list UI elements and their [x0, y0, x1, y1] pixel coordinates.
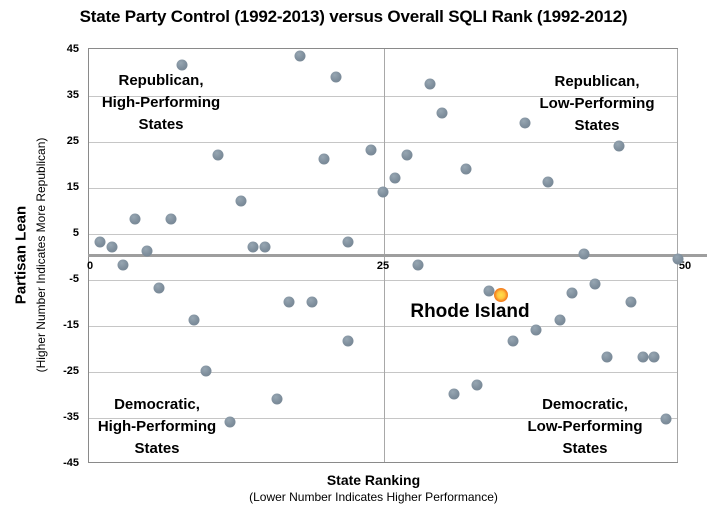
- quadrant-label-line: States: [134, 440, 180, 457]
- x-axis-title: State Ranking: [326, 472, 421, 488]
- quadrant-label-democratic-high-performing: Democratic, High-Performing States: [98, 394, 216, 460]
- x-tick-label: 25: [376, 260, 390, 272]
- chart-title: State Party Control (1992-2013) versus O…: [79, 7, 628, 26]
- y-gridline--15: [89, 325, 677, 327]
- quadrant-label-line: Low-Performing: [527, 418, 643, 435]
- quadrant-label-line: Democratic,: [114, 396, 200, 413]
- y-tick-label: 15: [66, 181, 79, 193]
- y-tick-label: -15: [63, 319, 79, 331]
- quadrant-label-line: High-Performing: [97, 418, 217, 435]
- y-tick-label: 45: [66, 43, 79, 55]
- quadrant-label-line: Republican,: [118, 72, 204, 89]
- y-axis-subtitle: (Higher Number Indicates More Republican…: [34, 137, 48, 373]
- y-tick-label: 35: [66, 89, 79, 101]
- y-gridline--35: [89, 417, 677, 419]
- y-axis-title: Partisan Lean: [12, 205, 30, 305]
- quadrant-label-line: States: [138, 116, 184, 133]
- quadrant-label-line: High-Performing: [101, 94, 221, 111]
- x-tick-label: 50: [678, 260, 692, 272]
- y-tick-label: -45: [63, 457, 79, 469]
- y-gridline--25: [89, 371, 677, 373]
- x-tick-label: 0: [86, 260, 94, 272]
- y-gridline-15: [89, 187, 677, 189]
- quadrant-label-line: States: [574, 117, 620, 134]
- x-axis-subtitle: (Lower Number Indicates Higher Performan…: [249, 490, 498, 504]
- quadrant-label-democratic-low-performing: Democratic, Low-Performing States: [528, 394, 643, 460]
- y-tick-label: -5: [69, 273, 79, 285]
- y-gridline-5: [89, 233, 677, 235]
- y-gridline--5: [89, 279, 677, 281]
- y-gridline-35: [89, 95, 677, 97]
- quadrant-label-line: Low-Performing: [539, 95, 655, 112]
- y-tick-label: -35: [63, 411, 79, 423]
- y-tick-label: 25: [66, 135, 79, 147]
- y-gridline-25: [89, 141, 677, 143]
- y-tick-label: 5: [72, 227, 79, 239]
- x-axis-zero-line: [88, 254, 707, 257]
- quadrant-label-republican-low-performing: Republican, Low-Performing States: [540, 71, 655, 137]
- quadrant-label-line: States: [562, 440, 608, 457]
- y-tick-label: -25: [63, 365, 79, 377]
- quadrant-label-republican-high-performing: Republican, High-Performing States: [102, 70, 220, 136]
- rhode-island-annotation: Rhode Island: [410, 301, 530, 322]
- quadrant-label-line: Democratic,: [542, 396, 628, 413]
- quadrant-label-line: Republican,: [554, 73, 640, 90]
